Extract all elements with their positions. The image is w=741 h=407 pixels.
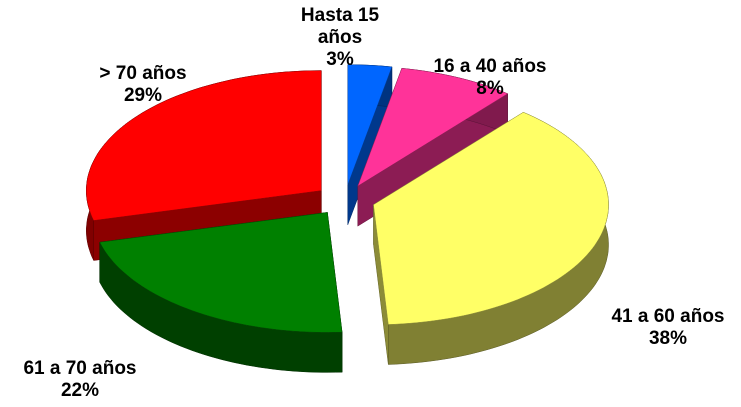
value-label: 3% <box>326 49 354 70</box>
slice-label: 41 a 60 años 38% <box>611 306 724 350</box>
value-label: 29% <box>123 85 163 106</box>
slice <box>357 68 509 187</box>
slice <box>86 70 322 221</box>
category-label: 16 a 40 años <box>433 56 547 77</box>
slice <box>373 112 609 325</box>
slice-label: 61 a 70 años 22% <box>23 358 136 402</box>
slice-label: > 70 años 29% <box>99 63 186 107</box>
value-label: 8% <box>476 78 504 99</box>
category-label: 41 a 60 años <box>611 306 725 327</box>
slice <box>347 64 393 185</box>
value-label: 38% <box>648 328 688 349</box>
category-label: 61 a 70 años <box>23 358 137 379</box>
category-label: > 70 años <box>99 63 187 84</box>
slice <box>99 212 343 333</box>
slice-label: Hasta 15 años 3% <box>290 5 390 71</box>
category-label: Hasta 15 años <box>300 5 380 48</box>
value-label: 22% <box>60 380 100 401</box>
slice-label: 16 a 40 años 8% <box>433 56 546 100</box>
